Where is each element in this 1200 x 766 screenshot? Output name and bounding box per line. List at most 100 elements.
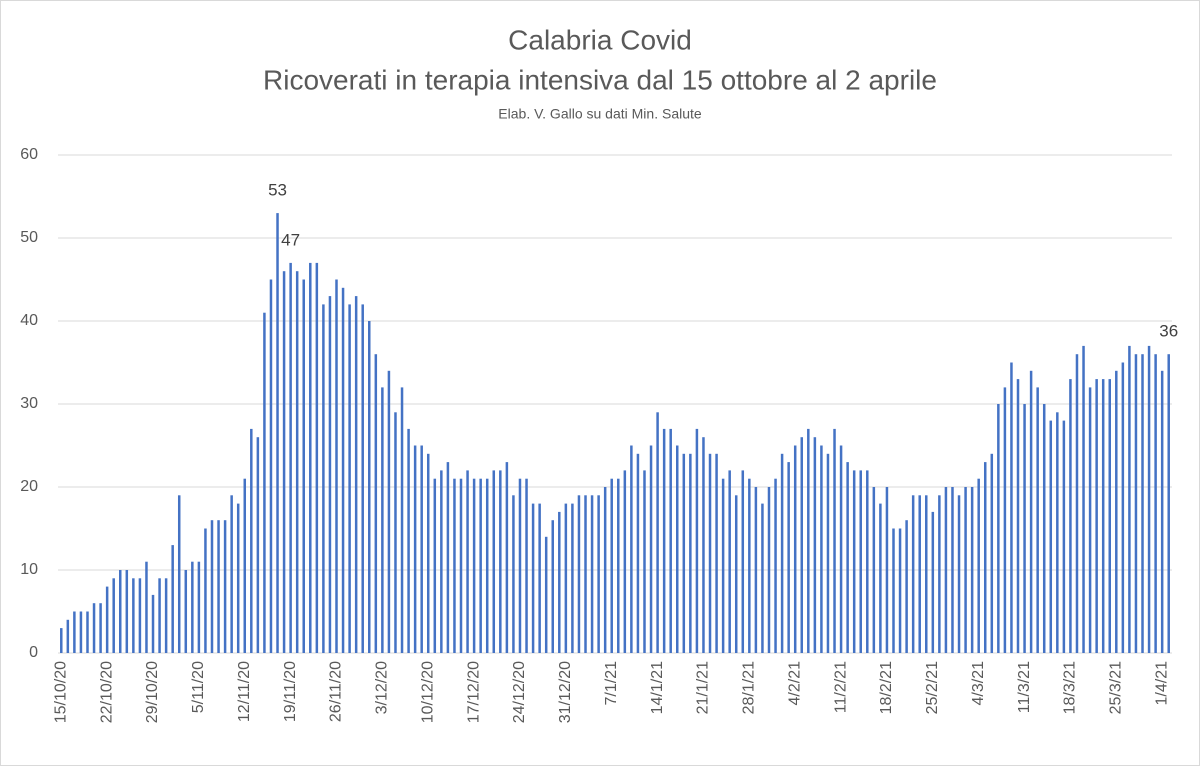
x-tick-label: 7/1/21: [603, 661, 620, 706]
bar: [754, 487, 758, 653]
bar: [525, 478, 528, 653]
bar: [119, 570, 122, 653]
bar: [813, 437, 817, 653]
bar: [177, 495, 181, 653]
x-tick-label: 25/2/21: [924, 661, 941, 714]
x-tick-label: 12/11/20: [236, 661, 253, 722]
bar: [1049, 420, 1053, 653]
bar: [1010, 362, 1013, 653]
bar: [990, 453, 994, 653]
bar: [341, 287, 345, 653]
bar: [721, 478, 725, 653]
bar: [879, 503, 882, 653]
bar: [459, 478, 463, 653]
bar: [820, 445, 823, 653]
bar: [420, 445, 423, 653]
bar: [1160, 370, 1164, 653]
bar: [676, 445, 679, 653]
bar: [780, 453, 784, 653]
bar: [197, 561, 201, 653]
bar: [793, 445, 797, 653]
bar: [571, 503, 574, 653]
bar: [1075, 354, 1079, 653]
bar: [354, 296, 358, 653]
bar: [734, 495, 738, 653]
bar: [1128, 345, 1131, 653]
bar: [368, 321, 371, 653]
bar: [833, 428, 836, 653]
x-tick-label: 29/10/20: [144, 661, 161, 723]
bar: [617, 478, 620, 653]
bar: [394, 412, 397, 653]
bar: [1108, 379, 1111, 653]
x-tick-label: 25/3/21: [1108, 661, 1125, 714]
bar: [210, 520, 214, 653]
bar: [86, 611, 89, 653]
bar: [944, 487, 948, 653]
bar: [885, 487, 889, 653]
bar: [564, 503, 568, 653]
bar: [603, 487, 607, 653]
bar: [105, 586, 109, 653]
bar: [558, 511, 561, 653]
bar: [1062, 420, 1066, 653]
bar: [145, 561, 148, 653]
bar: [1082, 345, 1085, 653]
bar: [348, 304, 351, 653]
bar: [243, 478, 247, 653]
x-tick-label: 31/12/20: [557, 661, 574, 723]
bar: [643, 470, 646, 653]
bar: [741, 470, 745, 653]
bar: [250, 428, 253, 653]
bar: [761, 503, 764, 653]
bar: [400, 387, 404, 653]
bar: [413, 445, 417, 653]
bar: [1056, 412, 1059, 653]
bar: [597, 495, 600, 653]
bar: [453, 478, 456, 653]
bar: [630, 445, 633, 653]
bar: [689, 453, 692, 653]
bar: [905, 520, 908, 653]
bar: [440, 470, 443, 653]
bar: [911, 495, 915, 653]
bar: [682, 453, 686, 653]
bar: [590, 495, 594, 653]
bar: [964, 487, 967, 653]
bar: [512, 495, 515, 653]
bar: [662, 428, 666, 653]
bar: [433, 478, 437, 653]
x-tick-label: 15/10/20: [52, 661, 69, 723]
bar: [66, 619, 70, 653]
bar: [426, 453, 430, 653]
bar: [191, 561, 194, 653]
bar: [728, 470, 731, 653]
y-tick-label: 60: [20, 146, 38, 163]
bar: [138, 578, 142, 653]
bar: [73, 611, 76, 653]
bar: [276, 213, 279, 653]
bar: [466, 470, 469, 653]
bar: [361, 304, 364, 653]
bar: [1147, 345, 1151, 653]
bar: [748, 478, 751, 653]
bar: [656, 412, 659, 653]
bar: [898, 528, 902, 653]
bar: [492, 470, 496, 653]
bar: [1134, 354, 1138, 653]
bar: [846, 462, 849, 653]
bar: [1115, 370, 1118, 653]
bar: [407, 428, 410, 653]
bar: [774, 478, 777, 653]
bar: [708, 453, 712, 653]
bar: [636, 453, 640, 653]
bar: [92, 603, 96, 653]
y-tick-label: 40: [20, 312, 38, 329]
bar: [970, 487, 974, 653]
bar: [918, 495, 921, 653]
bar: [204, 528, 207, 653]
x-tick-label: 14/1/21: [649, 661, 666, 714]
bar: [892, 528, 895, 653]
bar: [1069, 379, 1072, 653]
bar: [217, 520, 220, 653]
